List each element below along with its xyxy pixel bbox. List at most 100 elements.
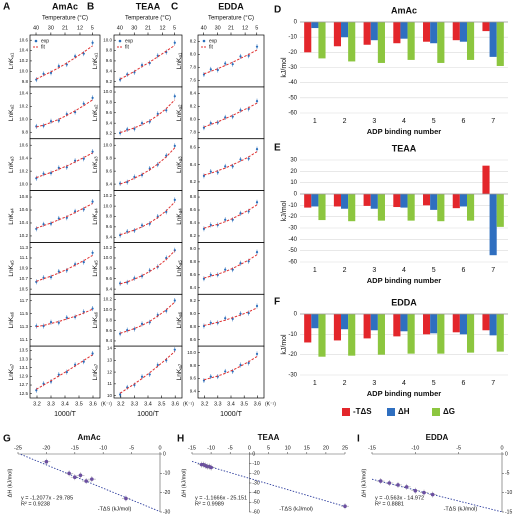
y-tick-label: -30	[288, 373, 297, 379]
bar	[311, 314, 319, 329]
y-label-base: LnK	[92, 57, 99, 69]
y-tick-label: 13.5	[19, 348, 28, 353]
exp-point	[239, 312, 242, 315]
bar	[459, 22, 467, 42]
bar	[393, 22, 401, 44]
bar	[482, 22, 490, 32]
legend-label: -TΔS	[353, 407, 372, 416]
y-tick-label: 0	[294, 312, 298, 318]
fit-line	[203, 204, 258, 229]
y-tick-label: 0	[294, 192, 298, 198]
exp-point	[231, 63, 234, 66]
y-tick-label: 9.6	[190, 376, 197, 381]
y-tick-label: -40	[288, 237, 297, 243]
exp-point	[209, 273, 212, 276]
exp-point	[73, 263, 77, 266]
exp-point	[165, 109, 168, 112]
y-tick-label: 12.9	[19, 374, 28, 379]
fit-line	[119, 301, 176, 334]
y-label-base: LnK	[92, 161, 99, 173]
bar	[437, 314, 445, 354]
subplot-frame	[29, 293, 101, 347]
bar	[482, 165, 490, 194]
y-label-base: LnK	[176, 368, 183, 380]
bar	[341, 194, 349, 209]
x-tick-label: 3.4	[61, 401, 69, 407]
exp-point	[140, 122, 144, 125]
y-tick-label: 10.0	[103, 89, 112, 94]
top-tick-label: 40	[117, 25, 123, 31]
y-label-sub: a2	[178, 104, 183, 110]
y-tick-label: -20	[163, 490, 170, 496]
panel-label: G	[3, 434, 11, 445]
y-tick-label: 8.2	[190, 39, 197, 44]
y-tick-label: 8.8	[190, 324, 197, 329]
x-tick-label: 1	[313, 380, 317, 387]
y-axis-label: LnKa7	[8, 363, 15, 380]
y-tick-label: 9.6	[106, 58, 113, 63]
bar	[370, 194, 378, 209]
y-tick-label: -10	[505, 490, 512, 496]
exp-point	[126, 281, 129, 284]
x-tick-label: 3	[372, 267, 376, 274]
y-label-base: LnK	[176, 264, 183, 276]
y-label-sub: a6	[10, 311, 15, 317]
exp-point	[148, 373, 151, 376]
subplot-frame	[197, 190, 265, 243]
x-tick-label: -25	[14, 445, 22, 451]
fit-line	[36, 45, 93, 80]
exp-point	[239, 158, 242, 161]
y-label-base: LnK	[8, 264, 15, 276]
exp-point	[82, 102, 85, 105]
exp-point	[224, 165, 227, 168]
x-axis-label: -TΔS (kJ/mol)	[279, 506, 313, 512]
x-tick-label: 0	[248, 445, 251, 451]
bar	[333, 314, 342, 341]
point	[430, 492, 435, 497]
exp-point	[156, 112, 159, 115]
y-axis-label: ΔH (kJ/mol)	[7, 468, 13, 497]
bar	[377, 194, 385, 221]
legend-swatch	[432, 408, 440, 416]
x-tick-label: 3.6	[89, 401, 97, 407]
y-label-sub: a2	[94, 104, 99, 110]
y-label-sub: a7	[178, 363, 183, 369]
bar	[318, 22, 326, 59]
bar	[363, 194, 371, 206]
y-tick-label: 9.8	[190, 363, 197, 368]
x-tick-label: 5	[432, 267, 436, 274]
bar	[341, 22, 349, 38]
panel-label: I	[357, 434, 360, 445]
point	[73, 475, 77, 480]
y-tick-label: 0	[163, 451, 166, 457]
top-tick-label: 21	[145, 25, 151, 31]
y-tick-label: 10.4	[19, 48, 28, 53]
x-tick-label: 5	[432, 380, 436, 387]
y-label-base: LnK	[176, 316, 183, 328]
exp-point	[165, 154, 168, 157]
x-tick-label: 5	[432, 118, 436, 125]
y-tick-label: 8.4	[190, 91, 197, 96]
y-tick-label: -60	[288, 260, 297, 266]
exp-point	[57, 321, 60, 324]
x-axis-label: 1000/T	[137, 411, 160, 418]
y-tick-label: 0	[505, 451, 508, 457]
exp-point	[209, 68, 212, 71]
y-tick-label: 9.8	[106, 214, 113, 219]
fit-line	[36, 152, 93, 179]
x-tick-label: 3.5	[240, 401, 248, 407]
panel-label: F	[274, 297, 280, 308]
exp-point	[224, 116, 227, 119]
y-tick-label: 9.6	[106, 224, 113, 229]
y-label-sub: a4	[178, 208, 183, 214]
bar	[482, 314, 490, 331]
y-tick-label: -15	[505, 509, 512, 515]
y-axis-label: LnKa1	[8, 52, 15, 69]
y-tick-label: 10.0	[19, 116, 28, 121]
exp-point	[209, 122, 212, 125]
x-tick-label: 15	[304, 445, 310, 451]
x-tick-label: 3.2	[33, 401, 41, 407]
bar	[348, 22, 356, 62]
y-tick-label: 8.6	[190, 145, 197, 150]
y-axis-label: LnKa7	[176, 363, 183, 380]
